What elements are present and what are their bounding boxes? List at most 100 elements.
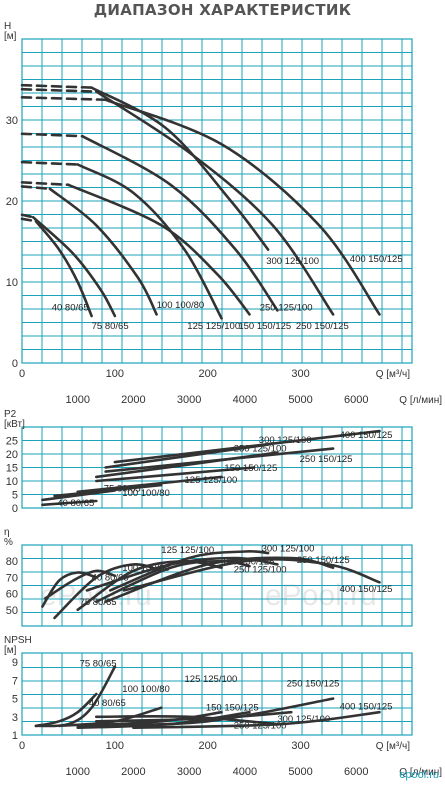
power-series-label: 300 125/100 [259, 435, 312, 446]
npsh-series-line [34, 692, 98, 728]
head-series-line [95, 90, 335, 316]
npsh-series-label: 100 100/80 [122, 684, 170, 695]
efficiency-series-label: 300 125/100 [262, 543, 315, 554]
head-series-dash [20, 132, 84, 138]
head-x-axis-label: Q [м³/ч] [376, 369, 411, 380]
efficiency-y-tick-label: 70 [6, 572, 18, 584]
head-series-line [104, 98, 381, 316]
efficiency-series-label: 250 150/125 [297, 555, 350, 566]
head-series-label: 250 150/125 [296, 321, 349, 332]
power-y-axis-label: [кВт] [4, 419, 25, 430]
head-series-line [48, 187, 158, 316]
power-y-tick-label: 15 [6, 463, 18, 475]
npsh-y-tick-label: 1 [12, 730, 18, 742]
npsh-series-label: 40 80/65 [89, 698, 126, 709]
npsh-x2-tick-label: 4000 [233, 766, 257, 778]
head-series-line [31, 215, 117, 318]
head-x2-tick-label: 6000 [344, 394, 368, 406]
head-x2-tick-label: 1000 [65, 394, 89, 406]
head-series-dash [20, 185, 52, 191]
efficiency-series-line [53, 563, 163, 620]
head-x2-tick-label: 5000 [288, 394, 312, 406]
power-y-tick-label: 10 [6, 476, 18, 488]
head-series-dash [20, 87, 98, 93]
power-y-tick-label: 20 [6, 449, 18, 461]
npsh-series-line [34, 665, 117, 728]
npsh-x-tick-label: 100 [106, 740, 124, 752]
head-y-tick-label: 30 [6, 115, 18, 127]
npsh-x2-axis-label: Q [л/мин] [399, 767, 442, 778]
npsh-y-tick-label: 7 [12, 675, 18, 687]
efficiency-series-label: 100 100/80 [122, 563, 170, 574]
npsh-series-label: 400 150/125 [340, 701, 393, 712]
power-series-label: 125 125/100 [185, 475, 238, 486]
head-series-dash [20, 160, 80, 166]
head-series-dash [20, 217, 38, 223]
efficiency-y-tick-label: 50 [6, 605, 18, 617]
head-x2-tick-label: 4000 [233, 394, 257, 406]
head-series-label: 100 100/80 [157, 300, 205, 311]
head-x-tick-label: 200 [199, 368, 217, 380]
npsh-series-line [85, 697, 335, 728]
head-series-label: 400 150/125 [350, 254, 403, 265]
npsh-y-tick-label: 9 [12, 657, 18, 669]
efficiency-series-label: 40 80/65 [92, 573, 129, 584]
head-y-tick-label: 0 [12, 358, 18, 370]
power-series-label: 150 150/125 [224, 463, 277, 474]
head-x-tick-label: 300 [291, 368, 309, 380]
power-frame [21, 426, 413, 509]
power-series-line [95, 466, 256, 483]
head-series-label: 150 150/125 [238, 321, 291, 332]
npsh-x-tick-label: 0 [19, 740, 25, 752]
watermark-right: ePool.ru [265, 579, 377, 612]
power-series-line [41, 499, 98, 507]
npsh-frame [21, 652, 413, 736]
head-series-dash [20, 83, 93, 89]
efficiency-series-label: 250 125/100 [234, 565, 287, 576]
head-series-label: 75 80/65 [92, 321, 129, 332]
head-series-dash [20, 96, 107, 102]
efficiency-y-tick-label: 60 [6, 589, 18, 601]
head-x-tick-label: 0 [19, 368, 25, 380]
chart-title: ДИАПАЗОН ХАРАКТЕРИСТИК [93, 1, 352, 19]
head-y-tick-label: 20 [6, 196, 18, 208]
head-y-axis-label: [м] [4, 31, 17, 42]
npsh-x2-tick-label: 1000 [65, 766, 89, 778]
head-series-label: 125 125/100 [187, 321, 240, 332]
npsh-y-tick-label: 3 [12, 712, 18, 724]
npsh-series-label: 125 125/100 [185, 674, 238, 685]
head-series-dash [20, 213, 35, 219]
efficiency-y-tick-label: 80 [6, 556, 18, 568]
power-y-tick-label: 0 [12, 503, 18, 515]
npsh-series-label: 300 125/100 [277, 714, 330, 725]
npsh-series-line [95, 714, 279, 726]
head-series-line [34, 220, 93, 318]
efficiency-series-label: 400 150/125 [340, 584, 393, 595]
head-x-tick-label: 100 [106, 368, 124, 380]
efficiency-series-label: 125 125/100 [161, 545, 214, 556]
efficiency-series-label: 75 80/65 [80, 597, 117, 608]
power-series-label: 250 125/100 [234, 443, 287, 454]
head-series-label: 40 80/65 [52, 302, 89, 313]
power-y-tick-label: 5 [12, 490, 18, 502]
head-series-label: 300 125/100 [266, 256, 319, 267]
npsh-x-tick-label: 200 [199, 740, 217, 752]
npsh-x-tick-label: 300 [291, 740, 309, 752]
power-series-line [113, 429, 381, 464]
npsh-series-line [132, 710, 381, 729]
head-y-axis-label: H [4, 21, 11, 32]
head-series-line [90, 86, 270, 251]
head-series-dash [20, 181, 70, 187]
npsh-x2-tick-label: 2000 [121, 766, 145, 778]
efficiency-y-axis-label: % [4, 537, 13, 548]
logo-text: epool.ru [399, 769, 439, 781]
head-y-tick-label: 10 [6, 277, 18, 289]
npsh-y-tick-label: 5 [12, 694, 18, 706]
efficiency-series-line [108, 550, 270, 592]
npsh-y-axis-label: NPSH [4, 635, 32, 646]
npsh-series-label: 75 80/65 [80, 659, 117, 670]
npsh-series-label: 150 150/125 [206, 702, 259, 713]
head-x2-axis-label: Q [л/мин] [399, 395, 442, 406]
npsh-y-axis-label: [м] [4, 645, 17, 656]
power-series-label: 40 80/65 [57, 498, 94, 509]
